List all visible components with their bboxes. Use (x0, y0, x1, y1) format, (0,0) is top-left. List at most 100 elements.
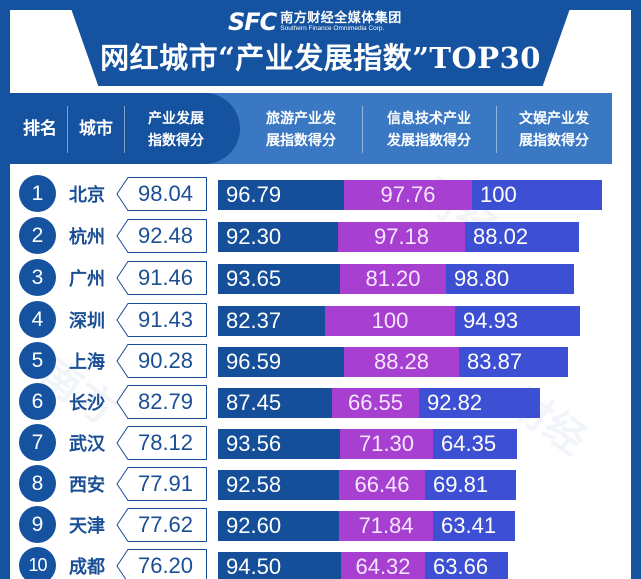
arrow-tag-icon (116, 219, 207, 253)
city-name: 天津 (69, 515, 105, 536)
it-bar: 64.32 (341, 552, 425, 579)
it-bar: 81.20 (340, 264, 446, 294)
arrow-tag-icon (116, 467, 207, 501)
arrow-tag-icon (116, 177, 207, 211)
table-row: 9 天津 77.62 92.60 71.84 63.41 (0, 506, 641, 543)
table-row: 8 西安 77.91 92.58 66.46 69.81 (0, 465, 641, 502)
entertainment-bar: 69.81 (425, 470, 516, 500)
column-header-entertainment: 文娱产业发 展指数得分 (519, 109, 589, 148)
overall-score: 77.62 (116, 508, 207, 542)
overall-score: 98.04 (116, 177, 207, 211)
tourism-bar: 93.65 (218, 264, 340, 294)
table-row: 5 上海 90.28 96.59 88.28 83.87 (0, 342, 641, 379)
overall-score: 90.28 (116, 344, 207, 378)
overall-score-value: 91.46 (137, 265, 194, 290)
overall-score-value: 98.04 (137, 181, 194, 206)
rank-badge: 4 (19, 301, 56, 338)
arrow-tag-icon (116, 508, 207, 542)
tourism-bar: 87.45 (218, 388, 332, 418)
entertainment-bar: 63.66 (425, 552, 508, 579)
overall-score: 91.43 (116, 303, 207, 337)
entertainment-bar: 64.35 (433, 429, 517, 459)
city-name: 武汉 (69, 433, 105, 454)
title-banner (68, 0, 573, 86)
overall-score-value: 91.43 (137, 307, 194, 332)
entertainment-bar: 98.80 (446, 264, 574, 294)
column-divider (67, 106, 68, 153)
rank-badge: 9 (19, 506, 56, 543)
column-header-overall: 产业发展 指数得分 (148, 109, 204, 148)
entertainment-bar: 100 (472, 180, 602, 210)
overall-score-value: 78.12 (137, 430, 194, 455)
chart-title: 网红城市“产业发展指数”TOP30 (100, 41, 541, 75)
arrow-tag-icon (116, 549, 207, 579)
rank-badge: 1 (19, 175, 56, 212)
it-bar: 97.76 (344, 180, 472, 210)
overall-score-value: 76.20 (137, 553, 194, 578)
entertainment-bar: 63.41 (433, 511, 515, 541)
overall-score: 82.79 (116, 385, 207, 419)
city-name: 成都 (69, 556, 105, 577)
rank-badge: 6 (19, 383, 56, 420)
it-bar: 71.30 (340, 429, 433, 459)
entertainment-bar: 83.87 (459, 347, 568, 377)
table-row: 3 广州 91.46 93.65 81.20 98.80 (0, 259, 641, 296)
column-divider (124, 106, 125, 153)
table-row: 4 深圳 91.43 82.37 100 94.93 (0, 301, 641, 338)
column-divider (362, 106, 363, 153)
table-row: 10 成都 76.20 94.50 64.32 63.66 (0, 547, 641, 579)
tourism-bar: 94.50 (218, 552, 341, 579)
it-bar: 97.18 (338, 222, 465, 252)
arrow-tag-icon (116, 303, 207, 337)
publisher-name-en: Southern Finance Omnimedia Corp. (280, 25, 385, 33)
rank-badge: 10 (19, 547, 56, 579)
entertainment-bar: 88.02 (465, 222, 579, 252)
city-name: 深圳 (69, 310, 105, 331)
table-row: 2 杭州 92.48 92.30 97.18 88.02 (0, 217, 641, 254)
rank-badge: 7 (19, 424, 56, 461)
city-name: 杭州 (69, 226, 105, 247)
table-row: 1 北京 98.04 96.79 97.76 100 (0, 175, 641, 212)
arrow-tag-icon (116, 426, 207, 460)
arrow-tag-icon (116, 385, 207, 419)
table-row: 7 武汉 78.12 93.56 71.30 64.35 (0, 424, 641, 461)
publisher-name-cn: 南方财经全媒体集团 (280, 10, 402, 26)
arrow-tag-icon (116, 344, 207, 378)
rank-badge: 8 (19, 465, 56, 502)
overall-score: 77.91 (116, 467, 207, 501)
city-name: 北京 (69, 184, 105, 205)
tourism-bar: 96.79 (218, 180, 344, 210)
publisher-logo: SFC 南方财经全媒体集团 Southern Finance Omnimedia… (228, 8, 402, 36)
rank-badge: 2 (19, 217, 56, 254)
overall-score: 91.46 (116, 261, 207, 295)
table-row: 6 长沙 82.79 87.45 66.55 92.82 (0, 383, 641, 420)
overall-score-value: 90.28 (137, 348, 194, 373)
it-bar: 88.28 (344, 347, 459, 377)
column-header-it: 信息技术产业 发展指数得分 (387, 109, 471, 148)
entertainment-bar: 92.82 (419, 388, 540, 418)
it-bar: 66.46 (339, 470, 425, 500)
column-header-city: 城市 (79, 118, 113, 138)
city-name: 西安 (69, 474, 105, 495)
tourism-bar: 92.60 (218, 511, 339, 541)
tourism-bar: 96.59 (218, 347, 344, 377)
column-divider (496, 106, 497, 153)
city-name: 广州 (69, 268, 105, 289)
overall-score-value: 92.48 (137, 223, 194, 248)
arrow-tag-icon (116, 261, 207, 295)
entertainment-bar: 94.93 (455, 306, 580, 336)
overall-score-value: 77.62 (137, 512, 194, 537)
it-bar: 66.55 (332, 388, 419, 418)
city-name: 长沙 (69, 392, 105, 413)
rank-badge: 5 (19, 342, 56, 379)
it-bar: 100 (325, 306, 455, 336)
column-header-left (10, 93, 240, 164)
tourism-bar: 82.37 (218, 306, 325, 336)
overall-score: 78.12 (116, 426, 207, 460)
overall-score-value: 82.79 (137, 389, 194, 414)
sfc-logo-icon: SFC (228, 8, 277, 36)
tourism-bar: 92.30 (218, 222, 338, 252)
it-bar: 71.84 (339, 511, 433, 541)
overall-score-value: 77.91 (137, 471, 194, 496)
tourism-bar: 92.58 (218, 470, 339, 500)
